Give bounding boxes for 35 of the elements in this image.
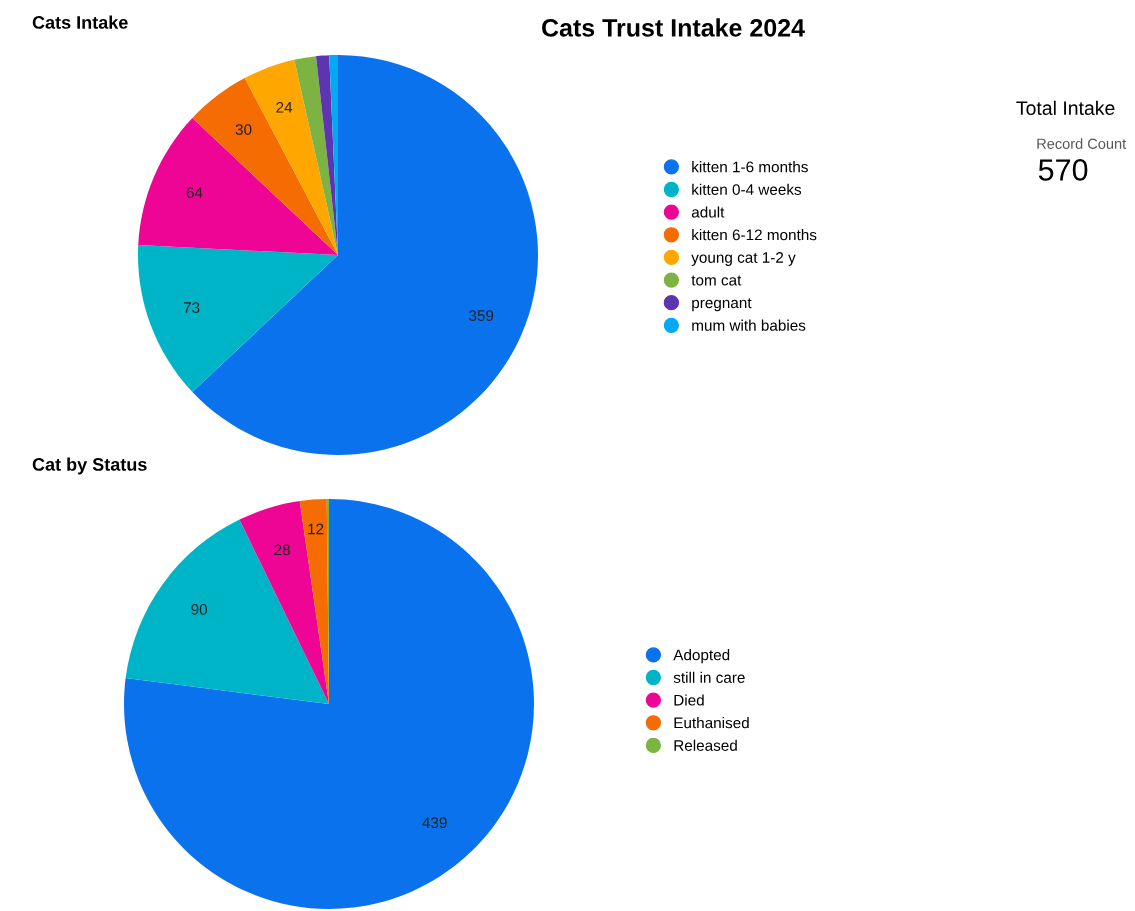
data-label: 30 xyxy=(235,124,252,135)
chart-title: Cat by Status xyxy=(32,457,147,475)
text: Cats Trust Intake 2024 xyxy=(542,18,805,37)
legend-label: still in care xyxy=(673,671,745,683)
pie-slice xyxy=(138,245,338,393)
pie-slice xyxy=(294,56,338,255)
legend-label: young cat 1-2 y xyxy=(691,252,796,266)
legend-label: Released xyxy=(674,739,737,751)
data-label: 73 xyxy=(183,302,200,313)
data-label: 570 xyxy=(1038,159,1088,181)
legend-label: Euthanised xyxy=(674,717,749,729)
data-label: 439 xyxy=(422,817,447,829)
pie-slice xyxy=(138,117,338,255)
legend-label: mum with babies xyxy=(692,319,806,331)
pie-slice xyxy=(239,501,329,704)
data-label: 12 xyxy=(308,523,324,535)
data-label: 64 xyxy=(186,187,203,199)
category-label: Record Count xyxy=(1037,138,1127,149)
legend-label: tom cat xyxy=(691,275,742,286)
data-label: 90 xyxy=(191,604,208,615)
pie-slice xyxy=(299,499,329,704)
pie-slice xyxy=(125,519,329,704)
data-label: 28 xyxy=(274,544,290,556)
data-label: 359 xyxy=(469,310,494,321)
pie-slice xyxy=(124,499,534,909)
legend-label: kitten 1-6 months xyxy=(692,161,808,173)
legend-label: Died xyxy=(674,694,704,706)
legend-label: kitten 6-12 months xyxy=(692,229,817,241)
data-label: 24 xyxy=(276,101,293,113)
chart-title: Cats Intake xyxy=(32,15,128,29)
legend-label: Adopted xyxy=(673,649,730,664)
text: Total Intake xyxy=(1016,100,1115,116)
legend-label: adult xyxy=(691,206,725,218)
legend-label: pregnant xyxy=(692,298,752,312)
legend-label: kitten 0-4 weeks xyxy=(692,183,802,195)
